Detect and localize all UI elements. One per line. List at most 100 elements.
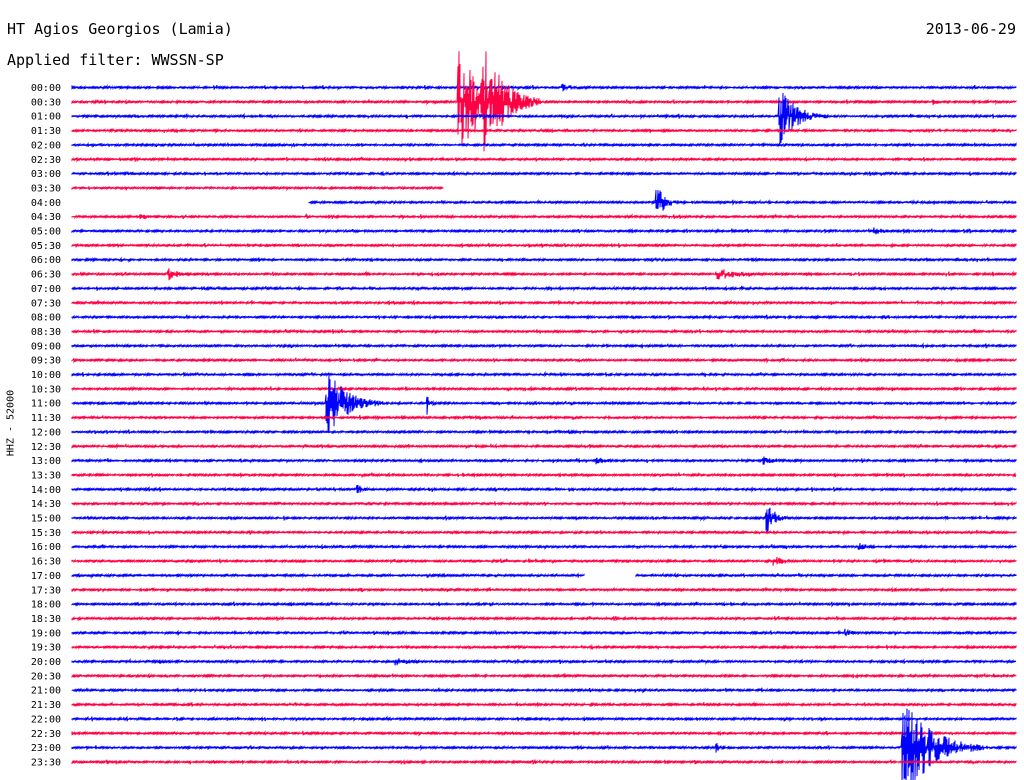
trace-row-1400 (71, 484, 1017, 494)
trace-row-0330 (71, 185, 444, 192)
trace-group (71, 51, 1017, 780)
trace-row-2000 (71, 657, 1017, 666)
trace-row-0500 (71, 227, 1017, 235)
time-label: 01:30 (31, 126, 61, 137)
trace-row-0530 (71, 242, 1017, 249)
time-label: 01:00 (31, 112, 61, 123)
time-label: 18:00 (31, 600, 61, 611)
time-label: 00:00 (31, 83, 61, 94)
time-label: 23:00 (31, 743, 61, 754)
trace-row-1730 (71, 586, 1017, 594)
trace-row-1030 (71, 385, 1017, 392)
time-label: 02:30 (31, 155, 61, 166)
trace-row-1930 (71, 643, 1017, 651)
time-label: 11:30 (31, 413, 61, 424)
trace-row-0100 (71, 92, 1017, 146)
trace-row-0130 (71, 127, 1017, 134)
trace-row-1100 (71, 372, 1017, 433)
time-label: 07:30 (31, 298, 61, 309)
trace-row-1600 (71, 543, 1017, 551)
trace-row-1900 (71, 628, 1017, 637)
time-label: 12:30 (31, 442, 61, 453)
trace-row-0730 (71, 299, 1017, 306)
time-label: 18:30 (31, 614, 61, 625)
trace-row-1330 (71, 471, 1017, 479)
time-label: 20:00 (31, 657, 61, 668)
trace-row-1430 (71, 500, 1017, 508)
time-label: 08:30 (31, 327, 61, 338)
time-label: 22:30 (31, 729, 61, 740)
trace-row-0300 (71, 170, 1017, 177)
trace-row-0400 (308, 190, 1017, 211)
time-label: 21:00 (31, 686, 61, 697)
trace-row-1000 (71, 370, 1017, 378)
time-label: 06:00 (31, 255, 61, 266)
time-label: 17:00 (31, 571, 61, 582)
time-label: 10:30 (31, 384, 61, 395)
time-label: 05:00 (31, 227, 61, 238)
time-label: 20:30 (31, 671, 61, 682)
trace-row-0800 (71, 313, 1017, 321)
trace-row-2330 (71, 758, 1017, 765)
trace-row-2100 (71, 687, 1017, 694)
trace-row-1300 (71, 456, 1017, 465)
trace-row-1130 (71, 414, 1017, 422)
trace-row-2200 (71, 715, 1017, 723)
trace-row-0030 (71, 51, 1017, 152)
trace-row-1700 (71, 571, 1017, 579)
time-label: 22:00 (31, 714, 61, 725)
filter-label: Applied filter: WWSSN-SP (7, 51, 224, 69)
trace-row-0000 (71, 83, 1017, 92)
time-label: 21:30 (31, 700, 61, 711)
time-label: 16:00 (31, 542, 61, 553)
date-label: 2013-06-29 (925, 20, 1016, 38)
trace-row-2030 (71, 672, 1017, 680)
trace-row-1200 (71, 429, 1017, 435)
trace-row-0700 (71, 284, 1017, 292)
trace-row-2300 (71, 708, 1017, 780)
trace-row-0230 (71, 156, 1017, 163)
station-title: HT Agios Georgios (Lamia) (7, 20, 233, 38)
time-label: 11:00 (31, 399, 61, 410)
trace-row-1830 (71, 615, 1017, 622)
time-label: 09:30 (31, 356, 61, 367)
time-label: 09:00 (31, 341, 61, 352)
trace-row-2230 (71, 730, 1017, 737)
trace-row-0630 (71, 268, 1017, 281)
time-label: 13:00 (31, 456, 61, 467)
trace-row-0900 (71, 342, 1017, 350)
time-label: 03:00 (31, 169, 61, 180)
time-label: 23:30 (31, 757, 61, 768)
trace-row-1630 (71, 556, 1017, 566)
time-label: 06:30 (31, 270, 61, 281)
time-label: 16:30 (31, 557, 61, 568)
trace-row-2130 (71, 701, 1017, 708)
time-label: 12:00 (31, 427, 61, 438)
time-label: 07:00 (31, 284, 61, 295)
trace-row-1500 (71, 507, 1017, 532)
time-label: 00:30 (31, 97, 61, 108)
time-label: 14:30 (31, 499, 61, 510)
trace-row-0200 (71, 141, 1017, 149)
trace-row-1230 (71, 442, 1017, 450)
time-label: 08:00 (31, 313, 61, 324)
time-label: 13:30 (31, 470, 61, 481)
trace-row-0830 (71, 328, 1017, 335)
time-label: 03:30 (31, 183, 61, 194)
time-label: 15:30 (31, 528, 61, 539)
trace-row-1530 (71, 528, 1017, 536)
time-label: 19:00 (31, 628, 61, 639)
time-label: 19:30 (31, 643, 61, 654)
trace-row-0930 (71, 356, 1017, 364)
time-label: 02:00 (31, 140, 61, 151)
time-label: 05:30 (31, 241, 61, 252)
time-label: 17:30 (31, 585, 61, 596)
time-label: 04:30 (31, 212, 61, 223)
time-label: 04:00 (31, 198, 61, 209)
time-label-group: 00:00 00:30 01:00 01:30 02:00 02:30 03:00 03:30… (31, 83, 61, 768)
time-label: 10:00 (31, 370, 61, 381)
trace-row-0600 (71, 256, 1017, 263)
time-label: 15:00 (31, 514, 61, 525)
time-label: 14:00 (31, 485, 61, 496)
